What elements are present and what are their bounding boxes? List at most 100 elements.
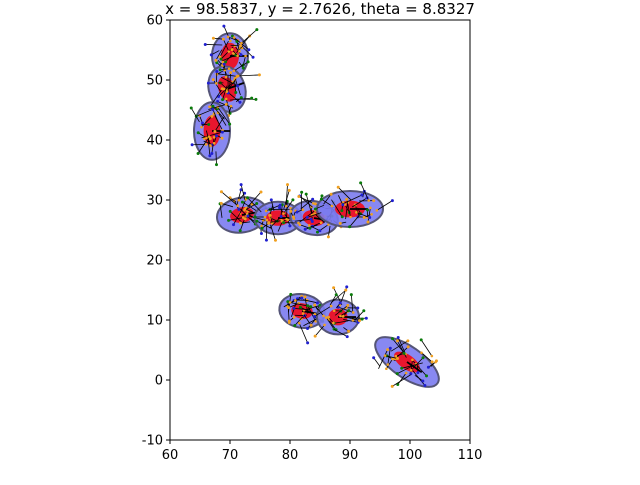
particle-dot — [200, 126, 203, 129]
particle-dot — [292, 215, 295, 218]
particle-dot — [344, 289, 347, 292]
particle-dot — [302, 312, 305, 315]
particle-dot — [287, 306, 290, 309]
particle-dot — [197, 152, 200, 155]
particle-dot — [305, 193, 308, 196]
particle-dot — [299, 306, 302, 309]
particle-dot — [236, 204, 239, 207]
particle-dot — [219, 68, 222, 71]
particle-dot — [220, 190, 223, 193]
particle-dot — [335, 293, 338, 296]
particle-dot — [222, 38, 225, 41]
particle-dot — [246, 196, 249, 199]
particle-dot — [370, 213, 373, 216]
particle-dot — [306, 327, 309, 330]
y-tick-label: 10 — [146, 314, 163, 329]
particle-dot — [223, 63, 226, 66]
x-tick-label: 70 — [222, 448, 239, 463]
particle-dot — [239, 222, 242, 225]
particle-dot — [261, 227, 264, 230]
particle-dot — [210, 53, 213, 56]
particle-dot — [240, 42, 243, 45]
particle-dot — [405, 372, 408, 375]
particle-dot — [434, 361, 437, 364]
particle-dot — [427, 366, 430, 369]
particle-dot — [220, 202, 223, 205]
particle-dot — [346, 304, 349, 307]
particle-dot — [288, 224, 291, 227]
ellipse-group — [190, 25, 447, 397]
x-tick-label: 110 — [458, 448, 483, 463]
particle-dot — [279, 204, 282, 207]
particle-dot — [312, 202, 315, 205]
particle-dot — [313, 315, 316, 318]
y-tick-label: 50 — [146, 74, 163, 89]
particle-line — [216, 72, 217, 84]
particle-dot — [421, 379, 424, 382]
particle-dot — [227, 36, 230, 39]
particle-dot — [266, 219, 269, 222]
particle-dot — [208, 154, 211, 157]
particle-dot — [358, 319, 361, 322]
particle-dot — [302, 208, 305, 211]
x-tick-label: 100 — [398, 448, 423, 463]
particle-dot — [304, 295, 307, 298]
particle-dot — [227, 219, 230, 222]
particle-dot — [244, 208, 247, 211]
particle-dot — [234, 91, 237, 94]
particle-dot — [222, 25, 225, 28]
particle-dot — [347, 309, 350, 312]
particle-dot — [410, 369, 413, 372]
particle-dot — [212, 78, 215, 81]
particle-dot — [247, 48, 250, 51]
particle-dot — [269, 214, 272, 217]
particle-dot — [376, 209, 379, 212]
particle-dot — [396, 372, 399, 375]
particle-dot — [300, 297, 303, 300]
particle-dot — [318, 229, 321, 232]
particle-dot — [240, 183, 243, 186]
particle-dot — [215, 82, 218, 85]
plot-layer — [190, 25, 447, 397]
y-tick-label: 0 — [155, 374, 163, 389]
particle-dot — [395, 355, 398, 358]
particle-dot — [293, 324, 296, 327]
particle-dot — [215, 134, 218, 137]
particle-dot — [282, 221, 285, 224]
particle-dot — [291, 198, 294, 201]
particle-dot — [347, 330, 350, 333]
particle-dot — [191, 143, 194, 146]
particle-dot — [254, 98, 257, 101]
particle-dot — [327, 316, 330, 319]
y-tick-label: 20 — [146, 254, 163, 269]
particle-dot — [361, 318, 364, 321]
particle-dot — [238, 101, 241, 104]
particle-dot — [368, 216, 371, 219]
particle-dot — [288, 189, 291, 192]
particle-dot — [345, 198, 348, 201]
particle-dot — [288, 320, 291, 323]
particle-dot — [362, 309, 365, 312]
particle-dot — [294, 299, 297, 302]
particle-dot — [209, 106, 212, 109]
particle-dot — [254, 216, 257, 219]
particle-dot — [295, 211, 298, 214]
particle-dot — [238, 199, 241, 202]
particle-dot — [225, 103, 228, 106]
particle-dot — [345, 285, 348, 288]
particle-dot — [341, 203, 344, 206]
particle-line — [241, 30, 256, 44]
particle-dot — [402, 352, 405, 355]
particle-dot — [323, 324, 326, 327]
particle-dot — [420, 338, 423, 341]
particle-dot — [215, 163, 218, 166]
particle-dot — [208, 135, 211, 138]
particle-dot — [207, 82, 210, 85]
particle-dot — [274, 239, 277, 242]
particle-dot — [204, 43, 207, 46]
particle-dot — [246, 214, 249, 217]
particle-dot — [310, 324, 313, 327]
particle-line — [374, 358, 380, 366]
